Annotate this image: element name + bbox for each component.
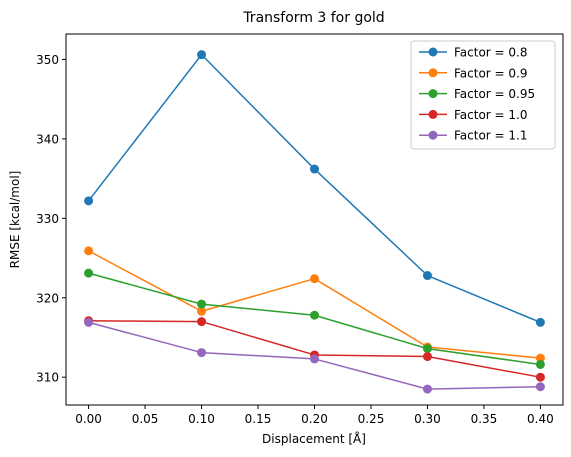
- series-layer: [84, 50, 545, 394]
- x-tick-label: 0.15: [245, 412, 272, 426]
- y-tick-label: 310: [36, 371, 59, 385]
- data-point: [197, 306, 207, 316]
- legend-item: Factor = 0.95: [419, 87, 535, 101]
- legend-marker: [428, 68, 438, 78]
- legend-item: Factor = 0.8: [419, 46, 528, 60]
- y-tick-label: 350: [36, 53, 59, 67]
- series-line: [88, 320, 541, 378]
- data-point: [84, 246, 94, 256]
- data-point: [535, 382, 545, 392]
- data-point: [84, 196, 94, 206]
- data-point: [197, 317, 207, 327]
- x-axis: 0.00 0.05 0.10 0.15 0.20 0.25 0.30 0.35 0.40: [75, 405, 554, 426]
- legend-label: Factor = 0.8: [454, 46, 528, 60]
- data-point: [310, 164, 319, 174]
- series-3: [84, 268, 545, 369]
- x-tick-label: 0.30: [414, 412, 441, 426]
- legend-item: Factor = 1.1: [419, 129, 528, 143]
- legend-box: [410, 40, 556, 150]
- x-tick-label: 0.10: [188, 412, 215, 426]
- y-axis: 310 320 330 340 350: [36, 53, 66, 385]
- data-point: [197, 50, 207, 60]
- data-point: [310, 310, 319, 320]
- data-point: [84, 317, 94, 327]
- series-4: [84, 316, 545, 382]
- legend-item: Factor = 1.0: [419, 108, 528, 122]
- data-point: [535, 359, 545, 369]
- legend-label: Factor = 0.95: [454, 87, 535, 101]
- y-tick-label: 340: [36, 132, 59, 146]
- data-point: [422, 352, 432, 362]
- y-tick-label: 320: [36, 291, 59, 305]
- data-point: [197, 299, 207, 309]
- x-tick-label: 0.40: [527, 412, 554, 426]
- series-1: [84, 50, 545, 327]
- data-point: [310, 354, 319, 364]
- data-point: [422, 384, 432, 394]
- legend-marker: [428, 89, 438, 99]
- data-point: [84, 268, 94, 278]
- x-tick-label: 0.05: [132, 412, 159, 426]
- legend-marker: [428, 47, 438, 57]
- legend-marker: [428, 109, 438, 119]
- x-tick-label: 0.20: [301, 412, 328, 426]
- legend-marker: [428, 130, 438, 140]
- data-point: [535, 317, 545, 327]
- legend-label: Factor = 1.1: [454, 129, 528, 143]
- legend-item: Factor = 0.9: [419, 66, 528, 80]
- data-point: [422, 271, 432, 281]
- x-tick-label: 0.00: [75, 412, 102, 426]
- legend: Factor = 0.8 Factor = 0.9 Factor = 0.95 Fac…: [410, 40, 556, 150]
- data-point: [197, 348, 207, 358]
- y-axis-label: RMSE [kcal/mol]: [8, 171, 22, 269]
- series-5: [84, 317, 545, 394]
- data-point: [535, 372, 545, 382]
- series-2: [84, 246, 545, 363]
- data-point: [422, 344, 432, 354]
- legend-label: Factor = 0.9: [454, 66, 528, 80]
- legend-label: Factor = 1.0: [454, 108, 528, 122]
- x-tick-label: 0.35: [471, 412, 498, 426]
- x-tick-label: 0.25: [358, 412, 385, 426]
- series-line: [88, 250, 541, 359]
- x-axis-label: Displacement [Å]: [262, 431, 366, 446]
- y-tick-label: 330: [36, 212, 59, 226]
- chart-title: Transform 3 for gold: [242, 10, 384, 26]
- data-point: [310, 274, 319, 284]
- data-point: [535, 353, 545, 363]
